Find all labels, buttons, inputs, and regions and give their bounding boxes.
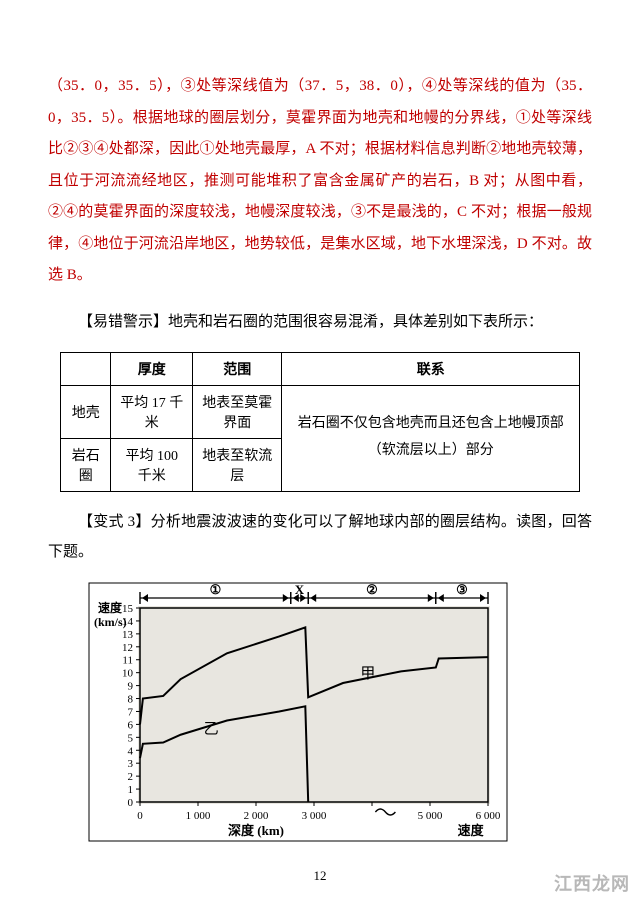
- analysis-paragraph: （35．0，35．5），③处等深线值为（37．5，38．0），④处等深线的值为（…: [48, 71, 592, 292]
- cell-relation: 岩石圈不仅包含地壳而且还包含上地幔顶部（软流层以上）部分: [282, 385, 580, 491]
- variant-line: 【变式 3】分析地震波波速的变化可以了解地球内部的圈层结构。读图，回答下题。: [48, 507, 592, 567]
- svg-text:速度: 速度: [458, 823, 485, 838]
- cell-litho: 岩石圈: [61, 438, 111, 491]
- svg-text:3: 3: [128, 758, 134, 770]
- tips-text: 地壳和岩石圈的范围很容易混淆，具体差别如下表所示：: [168, 314, 543, 330]
- tips-label: 【易错警示】: [78, 314, 168, 330]
- svg-text:③: ③: [456, 582, 468, 597]
- svg-text:0: 0: [137, 810, 143, 822]
- svg-text:9: 9: [128, 680, 134, 692]
- svg-text:①: ①: [210, 582, 222, 597]
- svg-text:12: 12: [122, 641, 133, 653]
- svg-text:2: 2: [128, 771, 134, 783]
- cell-litho-range: 地表至软流层: [193, 438, 282, 491]
- cell-crust-thick: 平均 17 千米: [111, 385, 193, 438]
- svg-text:6: 6: [128, 719, 134, 731]
- seismic-chart-wrap: 0123456789101112131415速度(km/s)01 0002 00…: [88, 582, 592, 847]
- svg-text:0: 0: [128, 797, 134, 809]
- table-wrap: 厚度 范围 联系 地壳 平均 17 千米 地表至莫霍界面 岩石圈不仅包含地壳而且…: [48, 352, 592, 492]
- variant-label: 【变式 3】: [78, 514, 151, 530]
- svg-text:5: 5: [128, 732, 134, 744]
- table-row: 地壳 平均 17 千米 地表至莫霍界面 岩石圈不仅包含地壳而且还包含上地幔顶部（…: [61, 385, 580, 438]
- svg-text:乙: 乙: [204, 721, 219, 737]
- svg-text:3 000: 3 000: [302, 810, 327, 822]
- th-blank: [61, 352, 111, 385]
- cell-crust-range: 地表至莫霍界面: [193, 385, 282, 438]
- comparison-table: 厚度 范围 联系 地壳 平均 17 千米 地表至莫霍界面 岩石圈不仅包含地壳而且…: [60, 352, 580, 492]
- seismic-chart: 0123456789101112131415速度(km/s)01 0002 00…: [88, 582, 508, 842]
- svg-text:6 000: 6 000: [476, 810, 501, 822]
- th-range: 范围: [193, 352, 282, 385]
- svg-text:X: X: [295, 582, 305, 597]
- svg-text:2 000: 2 000: [244, 810, 269, 822]
- svg-text:(km/s): (km/s): [94, 615, 127, 629]
- tips-line: 【易错警示】地壳和岩石圈的范围很容易混淆，具体差别如下表所示：: [48, 307, 592, 337]
- svg-text:1: 1: [128, 784, 134, 796]
- svg-text:1 000: 1 000: [186, 810, 211, 822]
- svg-text:11: 11: [122, 654, 133, 666]
- watermark: 江西龙网: [554, 870, 630, 896]
- th-relation: 联系: [282, 352, 580, 385]
- svg-text:15: 15: [122, 603, 134, 615]
- svg-text:13: 13: [122, 628, 134, 640]
- svg-text:深度 (km): 深度 (km): [228, 823, 284, 838]
- svg-text:8: 8: [128, 693, 134, 705]
- table-row: 厚度 范围 联系: [61, 352, 580, 385]
- svg-text:5 000: 5 000: [418, 810, 443, 822]
- svg-text:4: 4: [128, 745, 134, 757]
- page-number: 12: [0, 868, 640, 884]
- cell-crust: 地壳: [61, 385, 111, 438]
- svg-text:7: 7: [128, 706, 134, 718]
- svg-text:10: 10: [122, 667, 134, 679]
- th-thickness: 厚度: [111, 352, 193, 385]
- svg-text:速度: 速度: [98, 600, 123, 615]
- svg-text:甲: 甲: [360, 665, 375, 681]
- cell-litho-thick: 平均 100 千米: [111, 438, 193, 491]
- svg-text:②: ②: [366, 582, 378, 597]
